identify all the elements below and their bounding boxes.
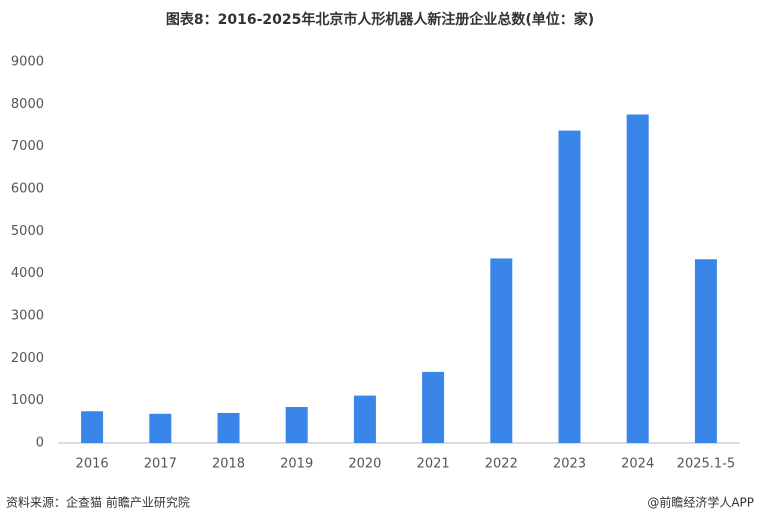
x-tick-label: 2022	[485, 457, 518, 472]
x-tick-label: 2016	[76, 457, 109, 472]
y-tick-label: 4000	[11, 266, 44, 281]
x-tick-label: 2019	[280, 457, 313, 472]
bar	[558, 130, 581, 443]
x-tick-label: 2023	[553, 457, 586, 472]
bar	[149, 413, 172, 443]
x-tick-label: 2021	[417, 457, 450, 472]
y-tick-label: 6000	[11, 182, 44, 197]
y-tick-label: 9000	[11, 55, 44, 70]
bar	[285, 407, 308, 443]
source: 资料来源：企查猫 前瞻产业研究院	[6, 495, 190, 510]
y-tick-label: 5000	[11, 224, 44, 239]
y-tick-label: 0	[36, 436, 44, 451]
x-tick-label: 2017	[144, 457, 177, 472]
bar	[422, 371, 445, 443]
x-tick-label: 2025.1-5	[677, 457, 735, 472]
credit: @前瞻经济学人APP	[647, 495, 754, 510]
x-tick-label: 2024	[621, 457, 654, 472]
y-tick-label: 2000	[11, 351, 44, 366]
bar	[353, 395, 376, 443]
bar	[81, 411, 104, 443]
bar	[490, 258, 513, 443]
bar	[626, 114, 649, 443]
y-tick-label: 1000	[11, 393, 44, 408]
y-tick-label: 7000	[11, 139, 44, 154]
chart-title: 图表8：2016-2025年北京市人形机器人新注册企业总数(单位：家)	[166, 11, 594, 28]
y-tick-label: 3000	[11, 309, 44, 324]
x-tick-label: 2020	[348, 457, 381, 472]
x-tick-label: 2018	[212, 457, 245, 472]
bar	[217, 412, 240, 443]
y-tick-label: 8000	[11, 97, 44, 112]
bar	[694, 259, 717, 443]
